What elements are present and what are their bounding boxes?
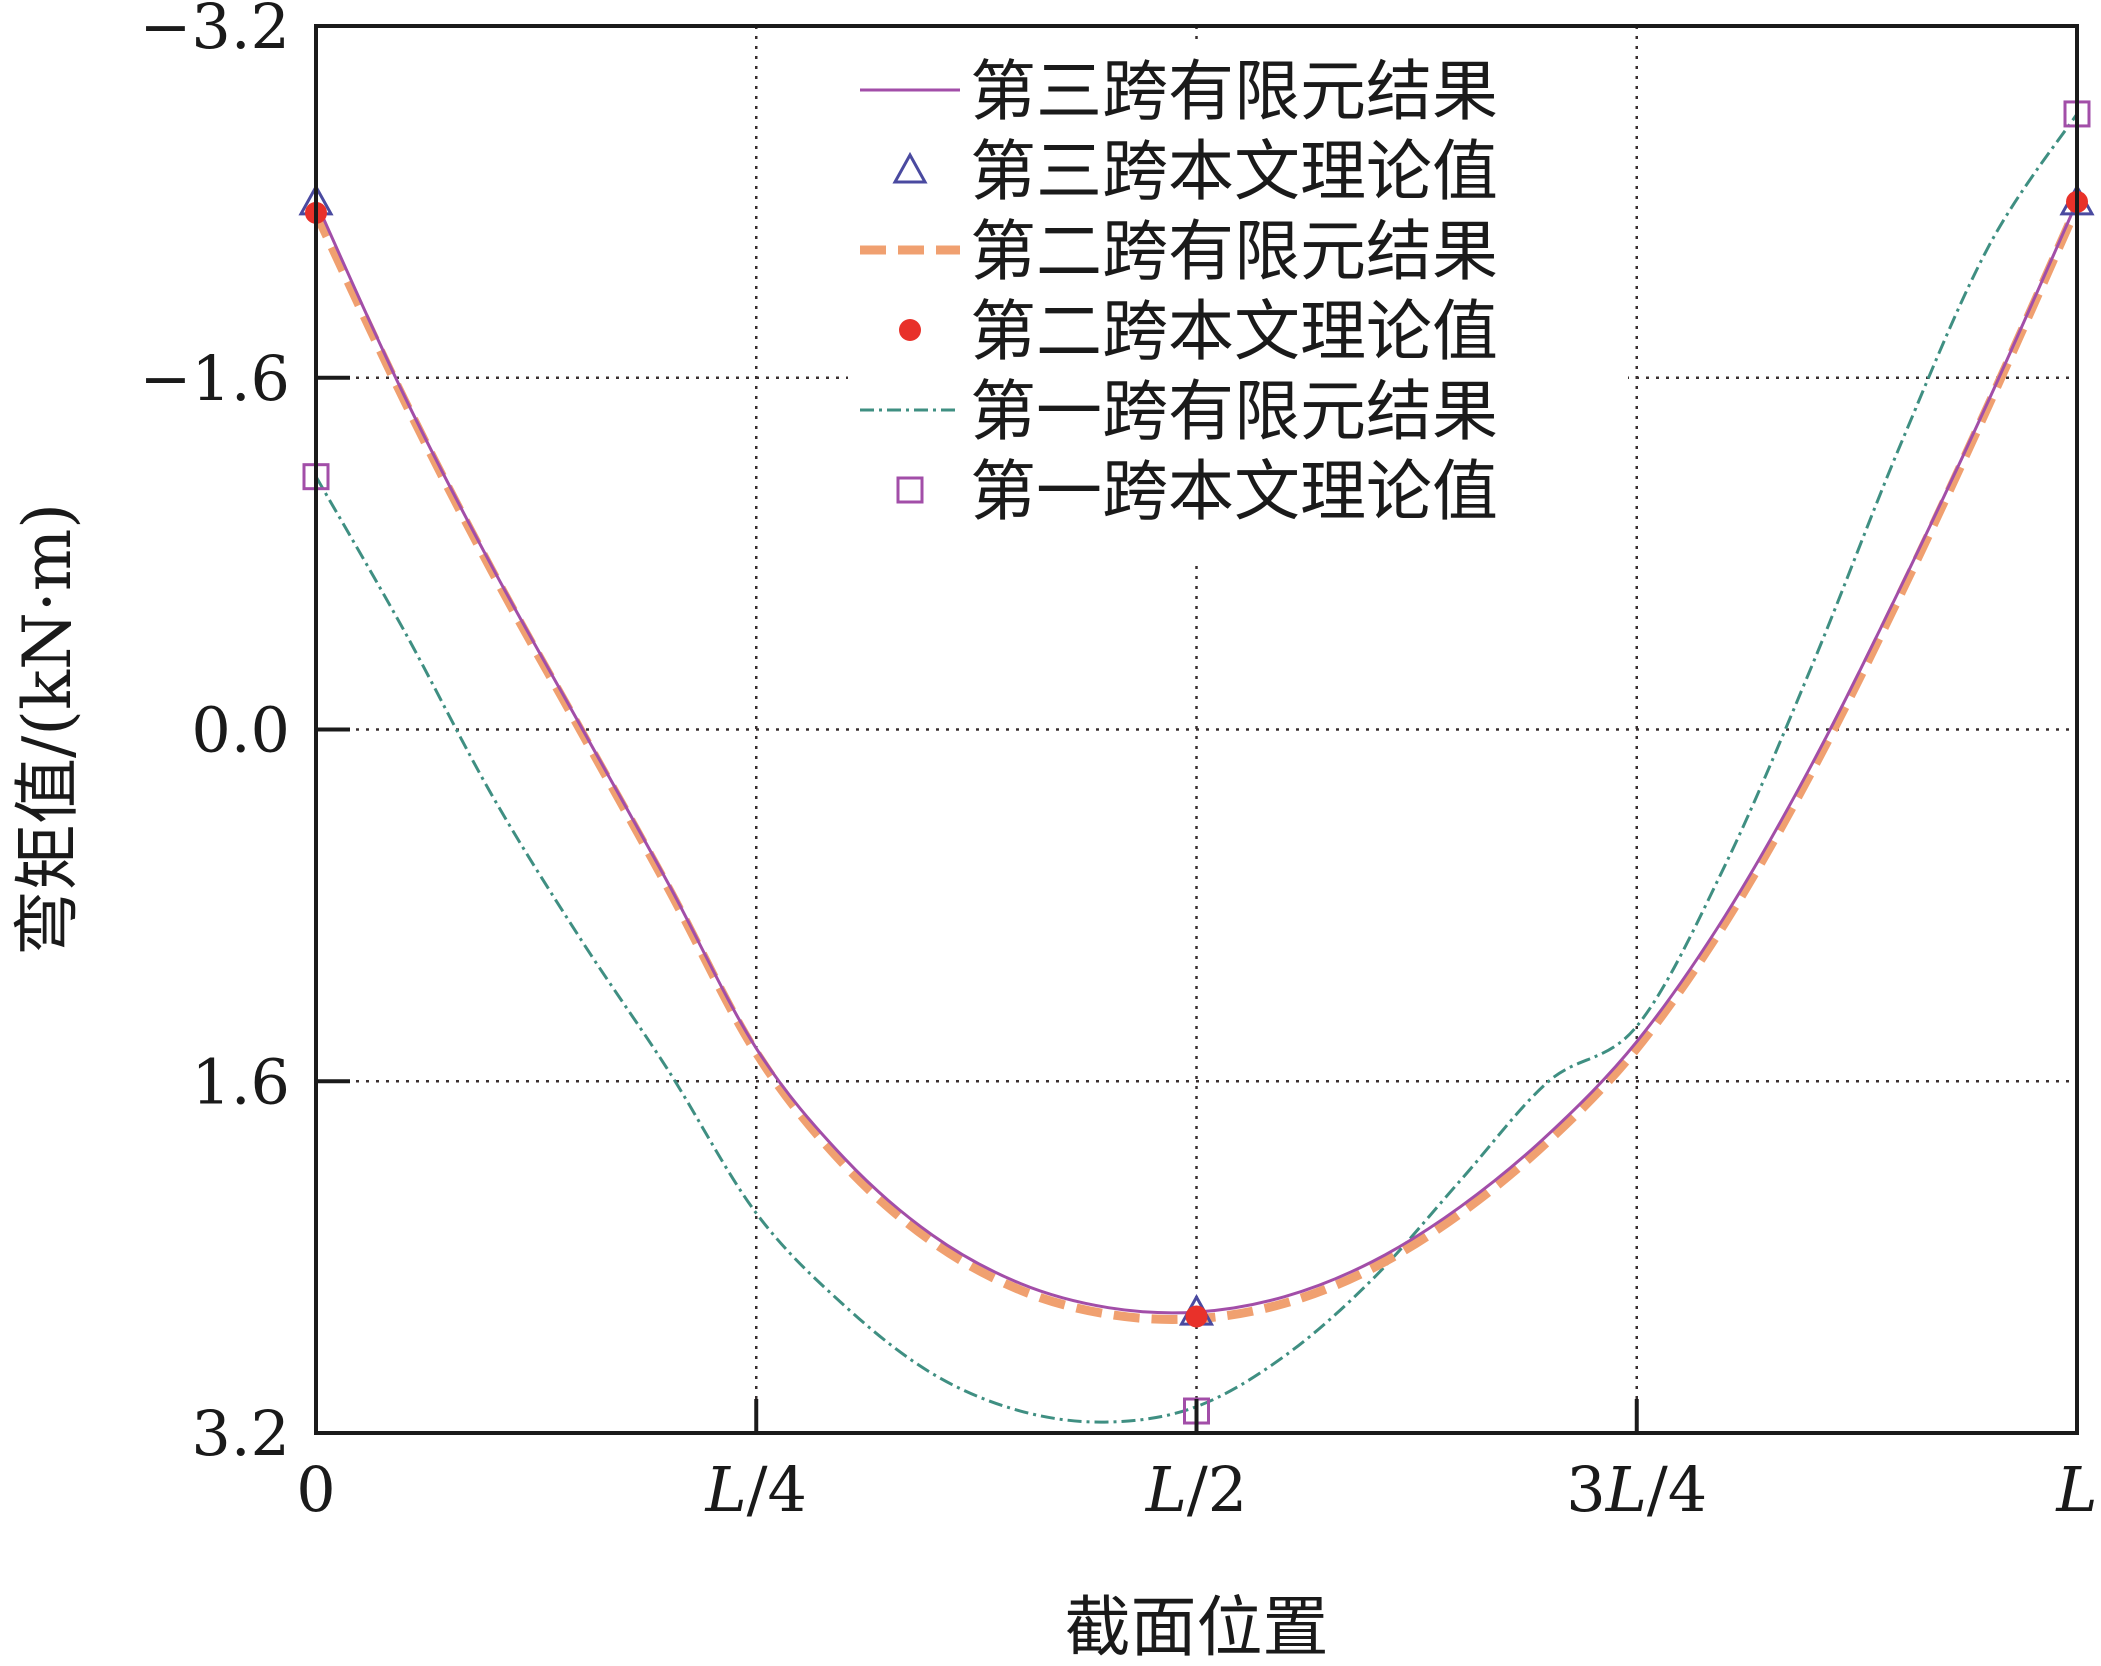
x-tick-label: L [2055, 1453, 2097, 1526]
series-layer [298, 100, 2095, 1425]
legend-label: 第一跨本文理论值 [970, 453, 1498, 530]
y-tick-label: 0.0 [191, 694, 290, 767]
legend-label: 第三跨有限元结果 [970, 53, 1498, 130]
axis-ticks [314, 24, 2079, 1435]
legend-label: 第三跨本文理论值 [970, 133, 1498, 210]
y-axis-title: 弯矩值/(kN·m) [9, 503, 86, 956]
y-tick-label: −1.6 [139, 342, 290, 415]
x-axis-title: 截面位置 [1065, 1589, 1329, 1666]
legend-swatch [892, 151, 928, 184]
legend-background [848, 40, 1628, 560]
x-tick-label: L/2 [1145, 1453, 1248, 1526]
legend-label: 第二跨有限元结果 [970, 213, 1498, 290]
legend-label: 第二跨本文理论值 [970, 293, 1498, 370]
legend-swatch [899, 319, 921, 341]
series-line-4 [314, 113, 2079, 1424]
legend-swatch [896, 476, 924, 504]
x-tick-label: 0 [296, 1453, 335, 1526]
legend: 第三跨有限元结果第三跨本文理论值第二跨有限元结果第二跨本文理论值第一跨有限元结果… [860, 53, 1498, 530]
x-tick-label: 3L/4 [1566, 1453, 1707, 1526]
tick-labels: 0 L/4 L/2 3L/4 L −3.2 −1.6 0.0 1.6 3.2 [139, 0, 2097, 1526]
y-tick-label: −3.2 [139, 0, 290, 63]
y-tick-label: 3.2 [191, 1397, 290, 1470]
data-point-3 [1185, 1305, 1208, 1328]
y-tick-label: 1.6 [191, 1045, 290, 1118]
legend-label: 第一跨有限元结果 [970, 373, 1498, 450]
x-tick-label: L/4 [704, 1453, 807, 1526]
